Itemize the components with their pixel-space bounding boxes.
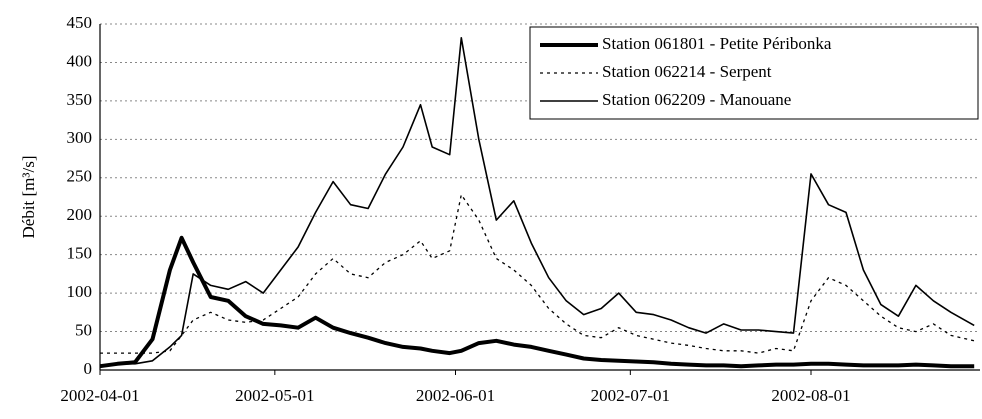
x-tick-label: 2002-08-01 <box>771 386 850 405</box>
y-axis-label: Débit [m³/s] <box>19 156 38 239</box>
y-tick-label: 250 <box>67 167 93 186</box>
legend-label: Station 062209 - Manouane <box>602 90 791 109</box>
legend-label: Station 061801 - Petite Péribonka <box>602 34 832 53</box>
series-line <box>100 194 975 354</box>
y-tick-label: 450 <box>67 13 93 32</box>
legend-label: Station 062214 - Serpent <box>602 62 772 81</box>
y-tick-label: 150 <box>67 244 93 263</box>
y-tick-label: 0 <box>84 359 93 378</box>
series-line <box>99 235 975 369</box>
x-tick-label: 2002-04-01 <box>60 386 139 405</box>
x-tick-label: 2002-05-01 <box>235 386 314 405</box>
series-line <box>99 37 975 367</box>
x-tick-label: 2002-06-01 <box>416 386 495 405</box>
y-tick-label: 350 <box>67 90 93 109</box>
y-tick-label: 50 <box>75 320 92 339</box>
y-tick-label: 200 <box>67 205 93 224</box>
y-tick-label: 400 <box>67 51 93 70</box>
y-tick-label: 100 <box>67 282 93 301</box>
x-tick-label: 2002-07-01 <box>591 386 670 405</box>
legend-box <box>529 26 979 120</box>
y-tick-label: 300 <box>67 128 93 147</box>
